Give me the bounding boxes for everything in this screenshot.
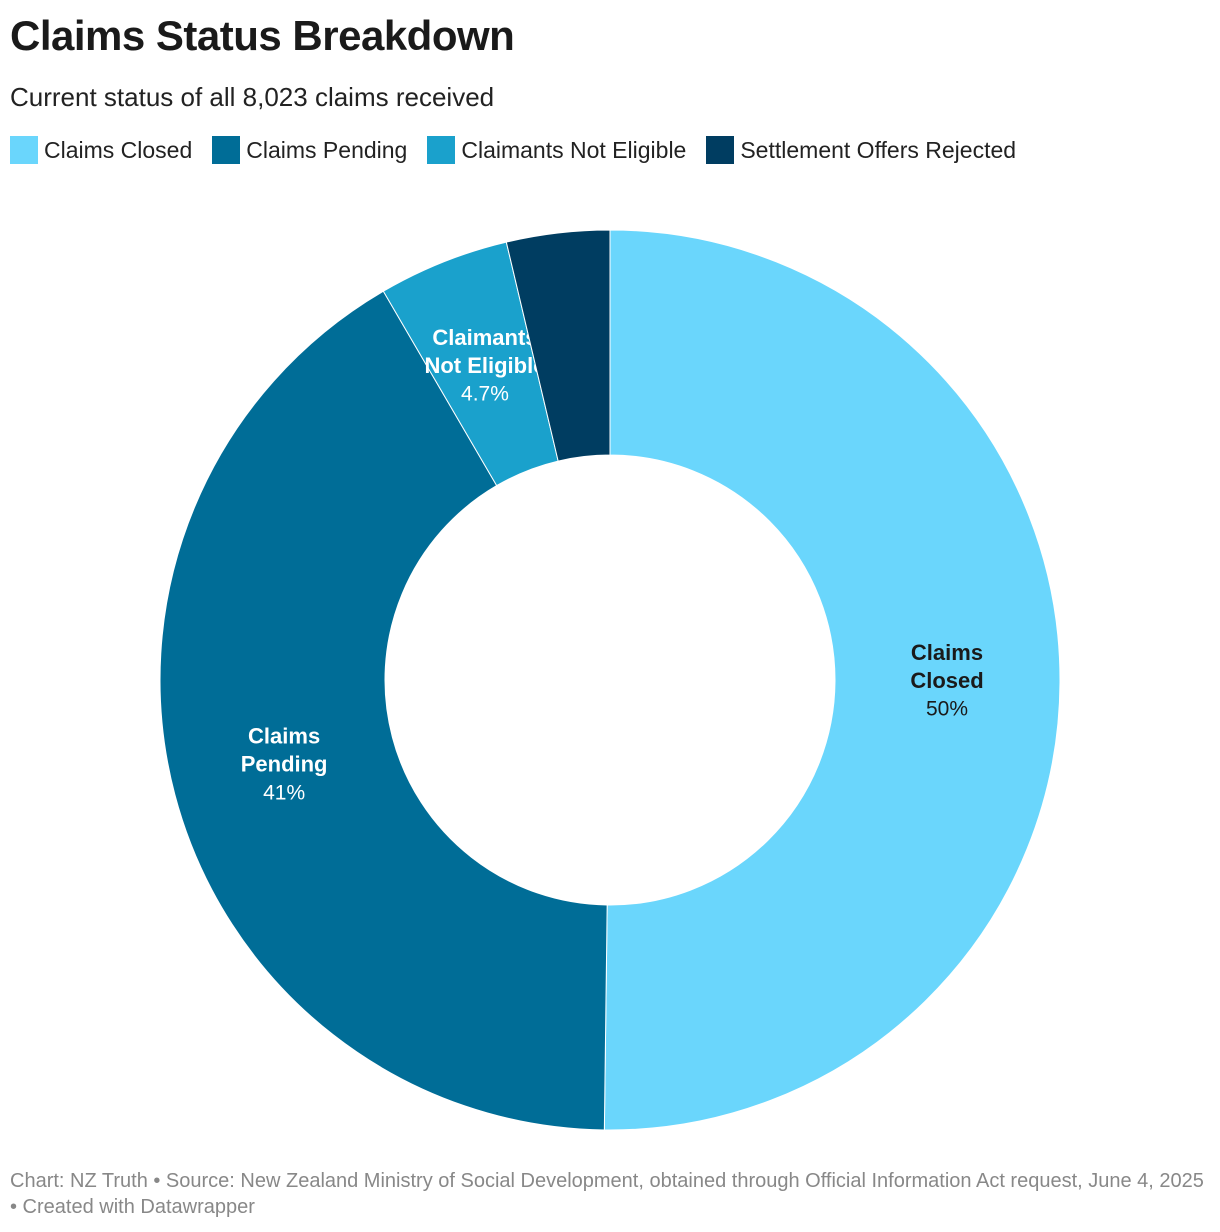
legend-swatch	[427, 136, 456, 164]
legend-label: Claims Pending	[246, 136, 408, 163]
legend-swatch	[706, 136, 735, 164]
slice-name-text: Pending	[241, 752, 328, 777]
legend-item-claimants-not-eligible: Claimants Not Eligible	[427, 136, 686, 164]
slice-name-text: Claims	[911, 640, 983, 665]
legend-label: Claimants Not Eligible	[461, 136, 687, 163]
slice-label-claims-closed: Claims Closed 50%	[910, 640, 983, 721]
slice-name-text: Not Eligible	[424, 353, 545, 378]
chart-footer: Chart: NZ Truth • Source: New Zealand Mi…	[10, 1170, 1204, 1218]
chart-subtitle: Current status of all 8,023 claims recei…	[10, 82, 495, 112]
donut-slice-claims-closed	[603, 229, 1061, 1131]
donut-chart: Claims Closed 50% Claims Pending 41% Claimants…	[159, 229, 1061, 1131]
legend-item-claims-pending: Claims Pending	[212, 136, 407, 164]
slice-label-claims-pending: Claims Pending 41%	[241, 724, 328, 805]
donut-slice-settlement-offers-rejected	[505, 229, 611, 462]
chart-title: Claims Status Breakdown	[10, 12, 515, 59]
slice-value-label: 4.7%	[461, 383, 509, 406]
slice-name-text: Claimants	[432, 325, 537, 350]
legend: Claims Closed Claims Pending Claimants N…	[10, 136, 1016, 164]
legend-item-settlement-offers-rejected: Settlement Offers Rejected	[706, 136, 1016, 164]
slice-value-label: 41%	[263, 781, 305, 804]
legend-label: Settlement Offers Rejected	[740, 136, 1017, 163]
legend-item-claims-closed: Claims Closed	[10, 136, 192, 164]
slice-name-text: Claims	[248, 724, 320, 749]
legend-swatch	[10, 136, 38, 164]
slice-label-claimants-not-eligible: Claimants Not Eligible 4.7%	[424, 325, 545, 406]
legend-label: Claims Closed	[44, 136, 193, 163]
donut-slice-claims-pending	[159, 290, 608, 1131]
slice-name-text: Closed	[910, 668, 983, 693]
legend-swatch	[212, 136, 241, 164]
slice-value-label: 50%	[926, 698, 968, 721]
